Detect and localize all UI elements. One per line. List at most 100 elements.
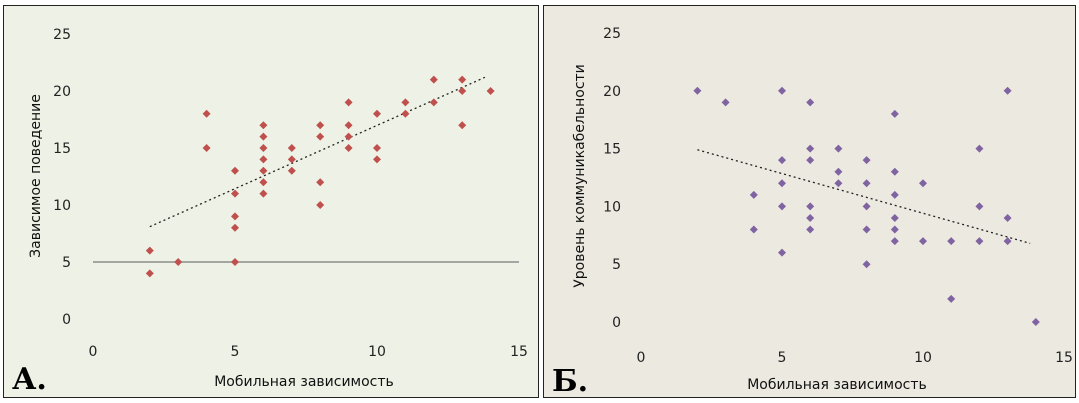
x-tick-label: 15 [1055,350,1073,366]
data-point [287,166,296,175]
data-point [862,156,871,165]
data-point [401,98,410,107]
y-tick-label: 20 [603,84,621,100]
data-point [287,155,296,164]
x-tick-label: 10 [914,350,932,366]
data-point [231,189,239,198]
data-point [975,237,984,246]
data-point [231,212,239,221]
data-point [174,258,183,266]
data-point [202,144,211,152]
y-tick-label: 20 [53,84,71,100]
data-point [373,155,381,164]
x-axis-title: Мобильная зависимость [747,377,927,393]
data-point [947,237,956,246]
data-point [749,225,758,234]
y-tick-label: 5 [612,257,621,273]
data-point [834,179,843,188]
data-point [231,258,239,266]
data-point [778,86,786,95]
data-point [287,144,296,152]
y-tick-label: 25 [603,26,621,42]
y-axis-title: Зависимое поведение [28,94,44,258]
x-axis-title: Мобильная зависимость [214,374,394,390]
data-point [486,87,495,95]
data-point [373,144,381,152]
data-point [259,189,268,198]
y-tick-label: 15 [53,141,71,157]
data-point [806,98,815,107]
data-point [145,246,154,255]
data-point [259,121,268,130]
y-tick-label: 10 [53,198,71,214]
chart-a-svg: 0 5 10 15 20 25 0 5 10 15 Мобильная зависимость Зав… [12,27,528,397]
trendline [149,76,486,228]
data-point [834,144,843,153]
data-point [373,109,381,118]
x-tick-label: 0 [89,344,98,360]
data-point [1003,86,1012,95]
data-point [806,156,815,165]
data-point [316,178,325,187]
data-point [693,86,702,95]
data-point [231,223,239,232]
data-point [316,201,325,209]
y-tick-label: 0 [612,315,621,331]
data-point [806,225,815,234]
x-tick-label: 10 [368,344,386,360]
data-point [259,155,268,164]
data-point [344,98,353,107]
data-point [344,121,353,130]
data-point [429,75,438,84]
data-point [890,237,899,246]
x-tick-label: 15 [510,344,528,360]
data-point [1003,213,1012,222]
data-point [947,294,956,303]
data-point [975,202,984,211]
data-point [890,190,899,199]
data-point [919,179,927,188]
data-point [316,132,325,141]
data-point [231,166,239,175]
data-point [862,225,871,234]
y-tick-label: 0 [62,312,71,328]
data-point [975,144,984,153]
data-point [145,269,154,278]
data-point [749,190,758,199]
data-point [344,144,353,152]
data-point [1031,318,1040,326]
chart-panel-a: 0 5 10 15 20 25 0 5 10 15 Мобильная зависимость Зав… [3,5,539,398]
data-point [344,132,353,141]
data-point [401,109,410,118]
data-point [890,213,899,222]
data-point [862,202,871,211]
data-point [806,144,815,153]
data-point [806,202,815,211]
data-point [259,144,268,152]
data-point [862,260,871,269]
data-point [259,132,268,141]
data-point [778,248,786,257]
panel-label: А. [12,362,47,397]
data-point [806,213,815,222]
data-point [429,98,438,107]
data-point [778,156,786,165]
data-point [458,121,467,130]
chart-panel-b: 0 5 10 15 20 25 0 5 10 15 Мобильная зависимость Уро… [543,5,1076,399]
data-point [316,121,325,130]
panel-label: Б. [552,364,588,399]
data-point [890,225,899,234]
y-axis-title: Уровень коммуникабельности [572,64,588,288]
y-tick-label: 15 [603,142,621,158]
y-tick-label: 5 [62,255,71,271]
x-tick-label: 5 [778,350,787,366]
chart-b-svg: 0 5 10 15 20 25 0 5 10 15 Мобильная зависимость Уро… [552,26,1073,399]
data-point [778,179,786,188]
data-point [834,167,843,176]
data-point [919,237,927,246]
data-point [890,109,899,118]
x-tick-label: 0 [637,350,646,366]
x-tick-label: 5 [231,344,240,360]
data-point [1003,237,1012,246]
data-point [259,166,268,175]
